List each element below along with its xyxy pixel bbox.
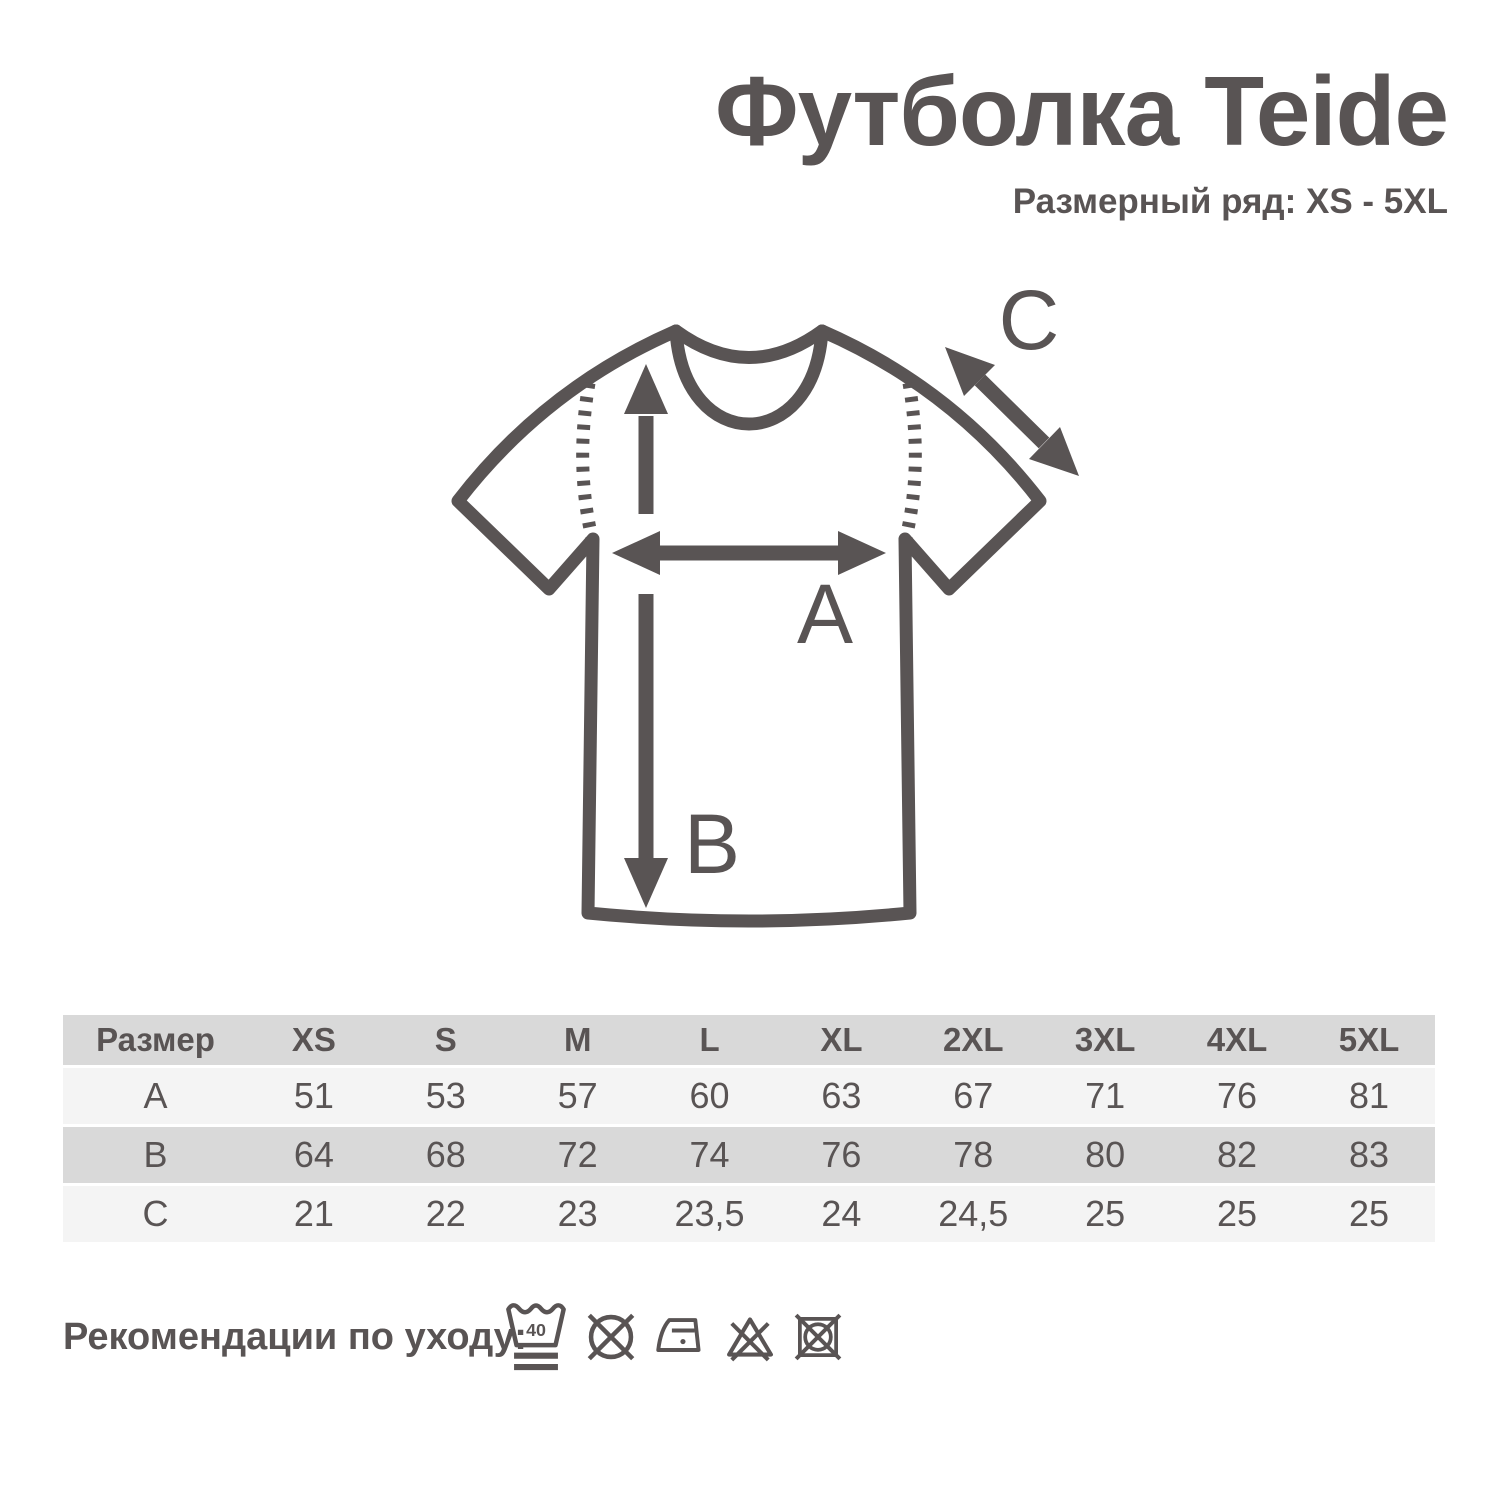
size-value-cell: 76 bbox=[1171, 1068, 1303, 1124]
size-value-cell: 25 bbox=[1171, 1186, 1303, 1242]
size-value-cell: 25 bbox=[1303, 1186, 1435, 1242]
size-value-cell: 23 bbox=[511, 1186, 644, 1242]
label-a: A bbox=[797, 567, 853, 661]
size-value-cell: 83 bbox=[1303, 1127, 1435, 1183]
size-value-cell: 80 bbox=[1039, 1127, 1172, 1183]
size-value-cell: 64 bbox=[248, 1127, 380, 1183]
size-value-cell: 22 bbox=[379, 1186, 512, 1242]
size-table-row-C: C 21 22 23 23,5 24 24,5 25 25 25 bbox=[63, 1186, 1435, 1242]
care-instructions-label: Рекомендации по уходу: bbox=[63, 1316, 527, 1358]
size-table-row-B: B 64 68 72 74 76 78 80 82 83 bbox=[63, 1127, 1435, 1183]
wash-40-very-gentle-icon: 40 bbox=[506, 1303, 566, 1371]
size-column-header: L bbox=[643, 1015, 776, 1065]
size-table-row-A: A 51 53 57 60 63 67 71 76 81 bbox=[63, 1068, 1435, 1124]
size-column-header: 3XL bbox=[1039, 1015, 1172, 1065]
size-column-header: 4XL bbox=[1171, 1015, 1303, 1065]
size-value-cell: 68 bbox=[379, 1127, 512, 1183]
size-value-cell: 67 bbox=[907, 1068, 1040, 1124]
size-value-cell: 21 bbox=[248, 1186, 380, 1242]
size-value-cell: 25 bbox=[1039, 1186, 1172, 1242]
size-table-corner-header: Размер bbox=[63, 1015, 248, 1065]
size-value-cell: 24,5 bbox=[907, 1186, 1040, 1242]
measurement-label-cell: A bbox=[63, 1068, 248, 1124]
tshirt-outline bbox=[451, 324, 1047, 928]
size-column-header: XS bbox=[248, 1015, 380, 1065]
size-value-cell: 76 bbox=[775, 1127, 908, 1183]
size-column-header: 2XL bbox=[907, 1015, 1040, 1065]
size-value-cell: 72 bbox=[511, 1127, 644, 1183]
size-column-header: M bbox=[511, 1015, 644, 1065]
collar-front-neckline bbox=[669, 324, 829, 431]
label-c: C bbox=[999, 273, 1060, 367]
do-not-dry-clean-icon bbox=[587, 1313, 635, 1361]
length-arrow-lower bbox=[624, 594, 668, 908]
tshirt-measurement-diagram: A B C bbox=[451, 273, 1079, 928]
width-arrow bbox=[612, 531, 886, 575]
size-value-cell: 60 bbox=[643, 1068, 776, 1124]
size-table-grid: Размер XS S M L XL 2XL 3XL 4XL 5XL A 51 53 57 60 63 67 71… bbox=[63, 1012, 1435, 1245]
size-column-header: S bbox=[379, 1015, 512, 1065]
page-title: Футболка Teide bbox=[714, 56, 1449, 166]
right-armhole-seam-dotted bbox=[899, 381, 922, 540]
size-value-cell: 53 bbox=[379, 1068, 512, 1124]
size-value-cell: 23,5 bbox=[643, 1186, 776, 1242]
care-icons-row: 40 bbox=[505, 1296, 843, 1378]
do-not-bleach-icon bbox=[727, 1317, 773, 1362]
size-table-header-row: Размер XS S M L XL 2XL 3XL 4XL 5XL bbox=[63, 1015, 1435, 1065]
size-value-cell: 63 bbox=[775, 1068, 908, 1124]
measurement-label-cell: B bbox=[63, 1127, 248, 1183]
wash-temperature-value: 40 bbox=[526, 1320, 546, 1340]
do-not-tumble-dry-icon bbox=[794, 1313, 842, 1361]
left-armhole-seam-dotted bbox=[576, 381, 599, 540]
label-b: B bbox=[684, 797, 740, 891]
size-value-cell: 78 bbox=[907, 1127, 1040, 1183]
size-value-cell: 71 bbox=[1039, 1068, 1172, 1124]
measurement-label-cell: C bbox=[63, 1186, 248, 1242]
size-value-cell: 74 bbox=[643, 1127, 776, 1183]
size-value-cell: 24 bbox=[775, 1186, 908, 1242]
sleeve-arrow bbox=[945, 347, 1079, 476]
collar-back-arc bbox=[669, 324, 829, 364]
size-table: Размер XS S M L XL 2XL 3XL 4XL 5XL A 51 53 57 60 63 67 71… bbox=[63, 1012, 1435, 1245]
size-value-cell: 82 bbox=[1171, 1127, 1303, 1183]
size-column-header: 5XL bbox=[1303, 1015, 1435, 1065]
size-value-cell: 81 bbox=[1303, 1068, 1435, 1124]
size-value-cell: 57 bbox=[511, 1068, 644, 1124]
size-value-cell: 51 bbox=[248, 1068, 380, 1124]
length-arrow-upper bbox=[624, 364, 668, 514]
iron-low-temperature-icon bbox=[656, 1318, 701, 1352]
size-column-header: XL bbox=[775, 1015, 908, 1065]
size-range-subtitle: Размерный ряд: XS - 5XL bbox=[1012, 182, 1448, 221]
